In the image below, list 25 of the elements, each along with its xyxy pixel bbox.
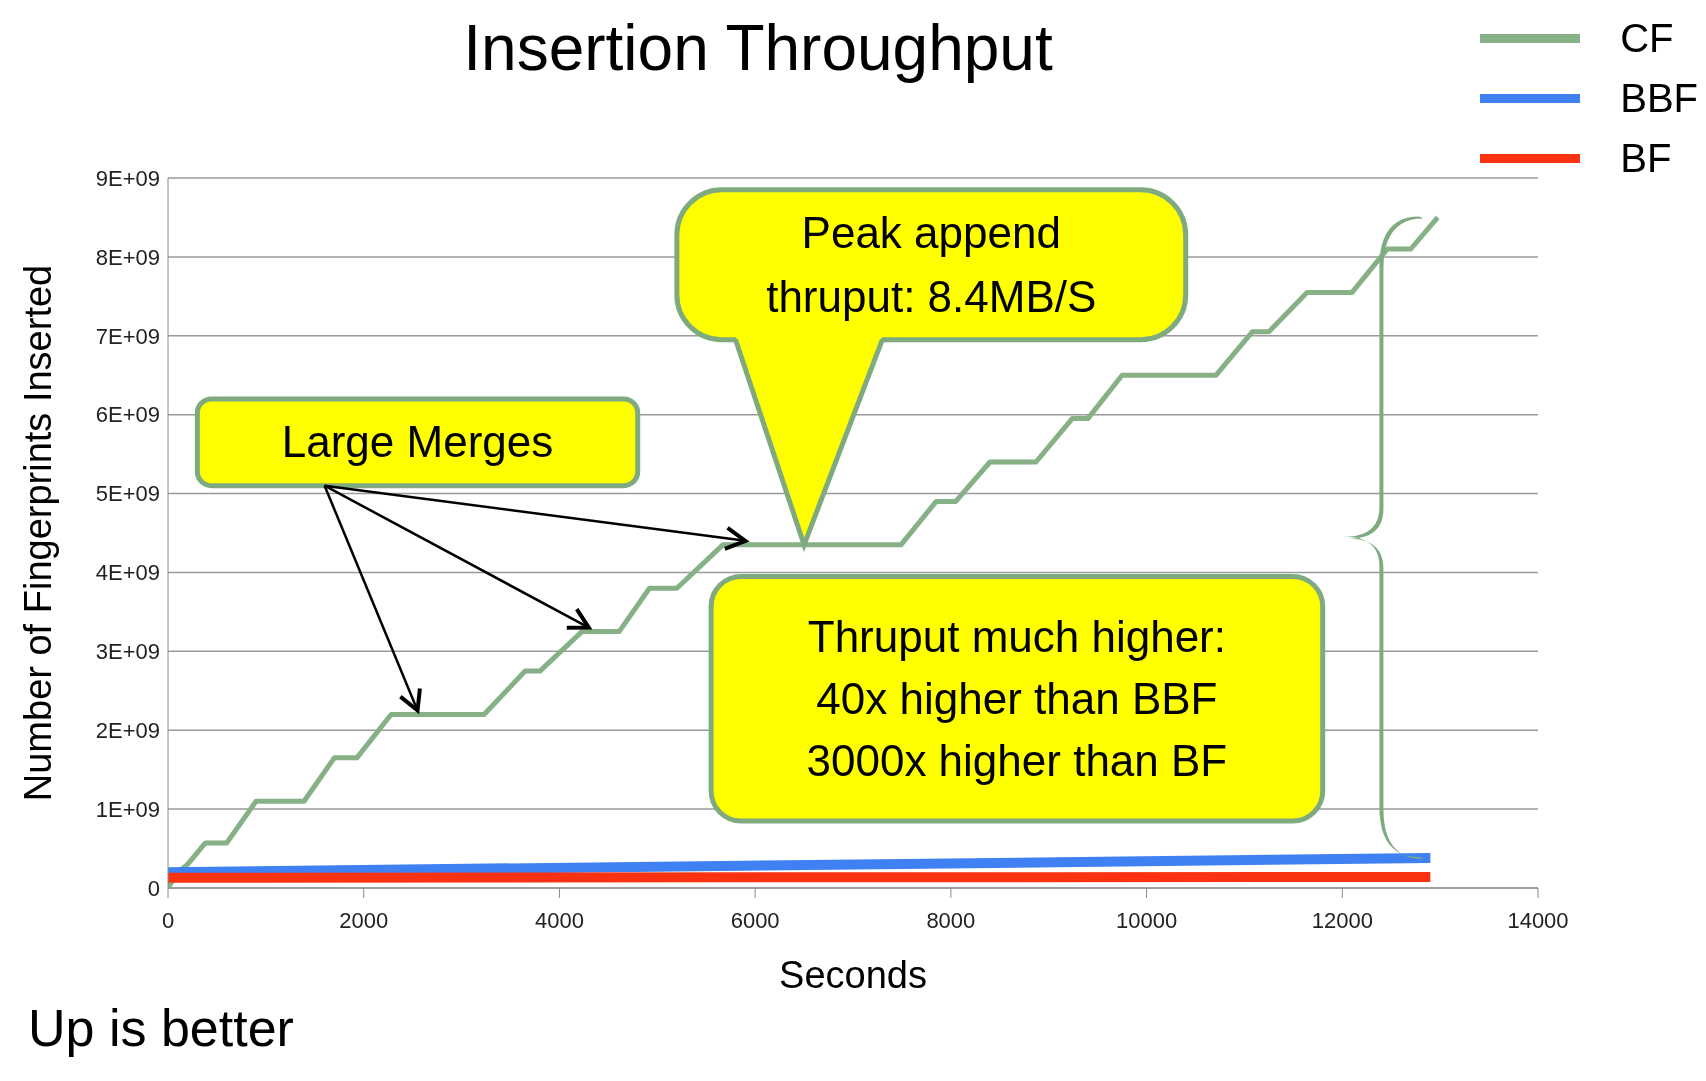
y-tick-label: 1E+09 bbox=[95, 796, 160, 822]
y-tick-label: 9E+09 bbox=[95, 165, 160, 191]
legend-label: BF bbox=[1620, 135, 1672, 181]
y-tick-label: 5E+09 bbox=[95, 481, 160, 507]
legend-label: BBF bbox=[1620, 75, 1698, 121]
y-tick-label: 2E+09 bbox=[95, 718, 160, 744]
y-tick-label: 0 bbox=[147, 875, 160, 901]
x-tick-label: 2000 bbox=[339, 907, 389, 933]
chart-title: Insertion Throughput bbox=[462, 11, 1054, 86]
y-tick-label: 3E+09 bbox=[95, 639, 160, 665]
y-tick-label: 6E+09 bbox=[95, 402, 160, 428]
y-axis-title: Number of Fingerprints Inserted bbox=[17, 264, 60, 802]
y-tick-label: 7E+09 bbox=[95, 323, 160, 349]
x-tick-label: 4000 bbox=[534, 907, 584, 933]
y-tick-label: 4E+09 bbox=[95, 560, 160, 586]
y-tick-label: 8E+09 bbox=[95, 244, 160, 270]
x-tick-label: 10000 bbox=[1115, 907, 1178, 933]
x-tick-label: 6000 bbox=[730, 907, 780, 933]
x-tick-label: 12000 bbox=[1311, 907, 1373, 933]
x-tick-label: 14000 bbox=[1507, 907, 1569, 933]
legend-label: CF bbox=[1620, 15, 1674, 61]
text: Up is better bbox=[28, 998, 294, 1058]
x-tick-label: 8000 bbox=[926, 907, 976, 933]
x-axis-title: Seconds bbox=[779, 954, 927, 996]
annotation: Peak append thruput: 8.4MB/S bbox=[676, 189, 1186, 340]
